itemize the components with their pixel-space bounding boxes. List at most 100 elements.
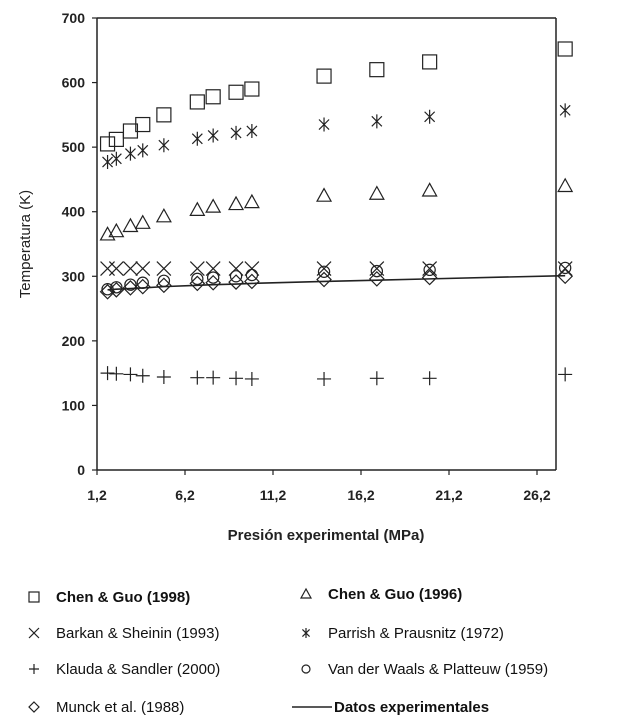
data-point-barkan-sheinin-1993: [244, 261, 260, 276]
x-tick-label: 16,2: [347, 487, 374, 503]
data-point-van-der-waals-platteuw-1959: [124, 278, 137, 291]
legend-label: Munck et al. (1988): [56, 699, 184, 716]
data-point-parrish-prausnitz-1972: [230, 125, 242, 140]
data-point-parrish-prausnitz-1972: [124, 146, 136, 161]
legend-entry: Parrish & Prausnitz (1972): [301, 625, 504, 642]
data-point-chen-guo-1996: [122, 217, 139, 233]
y-tick-label: 400: [62, 204, 86, 220]
data-point-parrish-prausnitz-1972: [191, 131, 203, 146]
legend-label: Parrish & Prausnitz (1972): [328, 625, 504, 642]
data-point-van-der-waals-platteuw-1959: [245, 268, 259, 282]
data-point-munck-et-al-1988: [244, 273, 260, 290]
data-point-chen-guo-1996: [557, 177, 574, 193]
data-point-barkan-sheinin-1993: [100, 261, 115, 276]
data-point-van-der-waals-platteuw-1959: [206, 271, 220, 284]
data-point-chen-guo-1998: [99, 136, 116, 152]
y-tick-label: 100: [62, 397, 86, 413]
x-tick-label: 6,2: [175, 487, 195, 503]
y-tick-label: 300: [62, 268, 86, 284]
data-point-chen-guo-1996: [155, 207, 172, 223]
data-point-chen-guo-1996: [228, 195, 245, 211]
legend-label: Chen & Guo (1998): [56, 589, 190, 606]
data-point-chen-guo-1996: [99, 226, 116, 241]
data-point-klauda-sandler-2000: [369, 371, 384, 386]
data-point-parrish-prausnitz-1972: [158, 138, 170, 153]
y-tick-label: 200: [62, 333, 86, 349]
data-point-munck-et-al-1988: [557, 268, 574, 285]
data-point-chen-guo-1996: [189, 201, 206, 216]
legend-plus-icon: [29, 664, 39, 674]
data-point-chen-guo-1998: [156, 107, 172, 123]
data-point-klauda-sandler-2000: [422, 371, 437, 386]
legend-label: Klauda & Sandler (2000): [56, 661, 220, 678]
data-point-parrish-prausnitz-1972: [371, 114, 383, 129]
legend-entry: Chen & Guo (1996): [299, 586, 462, 603]
data-point-munck-et-al-1988: [228, 274, 244, 290]
legend: Chen & Guo (1998) Chen & Guo (1996) Barkan…: [28, 586, 548, 716]
x-tick-label: 21,2: [435, 487, 462, 503]
data-point-klauda-sandler-2000: [156, 370, 171, 385]
data-point-chen-guo-1996: [205, 198, 222, 213]
data-point-klauda-sandler-2000: [100, 366, 115, 381]
data-point-barkan-sheinin-1993: [205, 261, 221, 276]
data-point-chen-guo-1998: [135, 116, 151, 133]
legend-entry: Datos experimentales: [292, 699, 489, 716]
legend-entry: Van der Waals & Platteuw (1959): [301, 661, 548, 678]
data-point-van-der-waals-platteuw-1959: [558, 261, 572, 275]
data-point-parrish-prausnitz-1972: [424, 109, 436, 124]
data-point-chen-guo-1998: [369, 62, 385, 78]
data-point-chen-guo-1996: [134, 214, 151, 229]
y-tick-label: 500: [62, 139, 86, 155]
legend-label: Van der Waals & Platteuw (1959): [328, 661, 548, 678]
data-point-chen-guo-1998: [244, 81, 260, 97]
data-point-klauda-sandler-2000: [123, 367, 138, 382]
data-point-klauda-sandler-2000: [190, 370, 205, 385]
data-point-klauda-sandler-2000: [558, 367, 573, 382]
data-point-parrish-prausnitz-1972: [318, 117, 330, 132]
data-point-klauda-sandler-2000: [244, 371, 259, 386]
series-line-datos-experimentales: [107, 274, 566, 291]
data-point-klauda-sandler-2000: [135, 368, 150, 383]
data-point-parrish-prausnitz-1972: [137, 143, 149, 158]
data-point-chen-guo-1998: [189, 94, 205, 110]
data-point-chen-guo-1998: [316, 68, 332, 84]
data-point-klauda-sandler-2000: [109, 366, 124, 381]
data-point-chen-guo-1998: [205, 89, 221, 105]
data-point-munck-et-al-1988: [421, 269, 438, 286]
data-point-munck-et-al-1988: [134, 278, 151, 295]
legend-square-icon: [28, 591, 40, 603]
data-point-chen-guo-1996: [243, 193, 260, 209]
data-point-barkan-sheinin-1993: [316, 261, 332, 276]
data-marks: [99, 41, 574, 386]
data-point-chen-guo-1998: [108, 131, 124, 147]
data-point-munck-et-al-1988: [205, 274, 222, 291]
legend-x-icon: [28, 627, 40, 639]
y-tick-label: 700: [62, 10, 86, 26]
legend-asterisk-icon: [301, 628, 311, 638]
data-point-chen-guo-1996: [108, 222, 125, 238]
legend-entry: Klauda & Sandler (2000): [29, 661, 220, 678]
plot-area: [96, 17, 557, 471]
data-point-barkan-sheinin-1993: [123, 261, 138, 276]
data-point-chen-guo-1998: [557, 41, 573, 57]
data-point-van-der-waals-platteuw-1959: [191, 272, 204, 286]
legend-label: Chen & Guo (1996): [328, 586, 462, 603]
y-tick-label: 600: [62, 75, 86, 91]
data-point-chen-guo-1998: [422, 54, 438, 70]
data-point-munck-et-al-1988: [122, 280, 139, 296]
legend-entry: Barkan & Sheinin (1993): [28, 625, 219, 642]
data-point-barkan-sheinin-1993: [108, 261, 124, 276]
data-point-barkan-sheinin-1993: [156, 261, 172, 276]
data-point-munck-et-al-1988: [108, 281, 125, 298]
x-tick-label: 26,2: [523, 487, 550, 503]
data-point-parrish-prausnitz-1972: [246, 124, 258, 138]
data-point-van-der-waals-platteuw-1959: [157, 274, 171, 288]
data-point-van-der-waals-platteuw-1959: [370, 264, 384, 278]
x-tick-label: 1,2: [87, 487, 107, 503]
x-axis-title: Presión experimental (MPa): [228, 527, 425, 544]
data-point-klauda-sandler-2000: [317, 371, 332, 386]
data-point-chen-guo-1998: [228, 84, 244, 100]
data-point-parrish-prausnitz-1972: [559, 103, 571, 118]
x-tick-label: 11,2: [260, 487, 287, 503]
data-point-van-der-waals-platteuw-1959: [423, 263, 436, 277]
